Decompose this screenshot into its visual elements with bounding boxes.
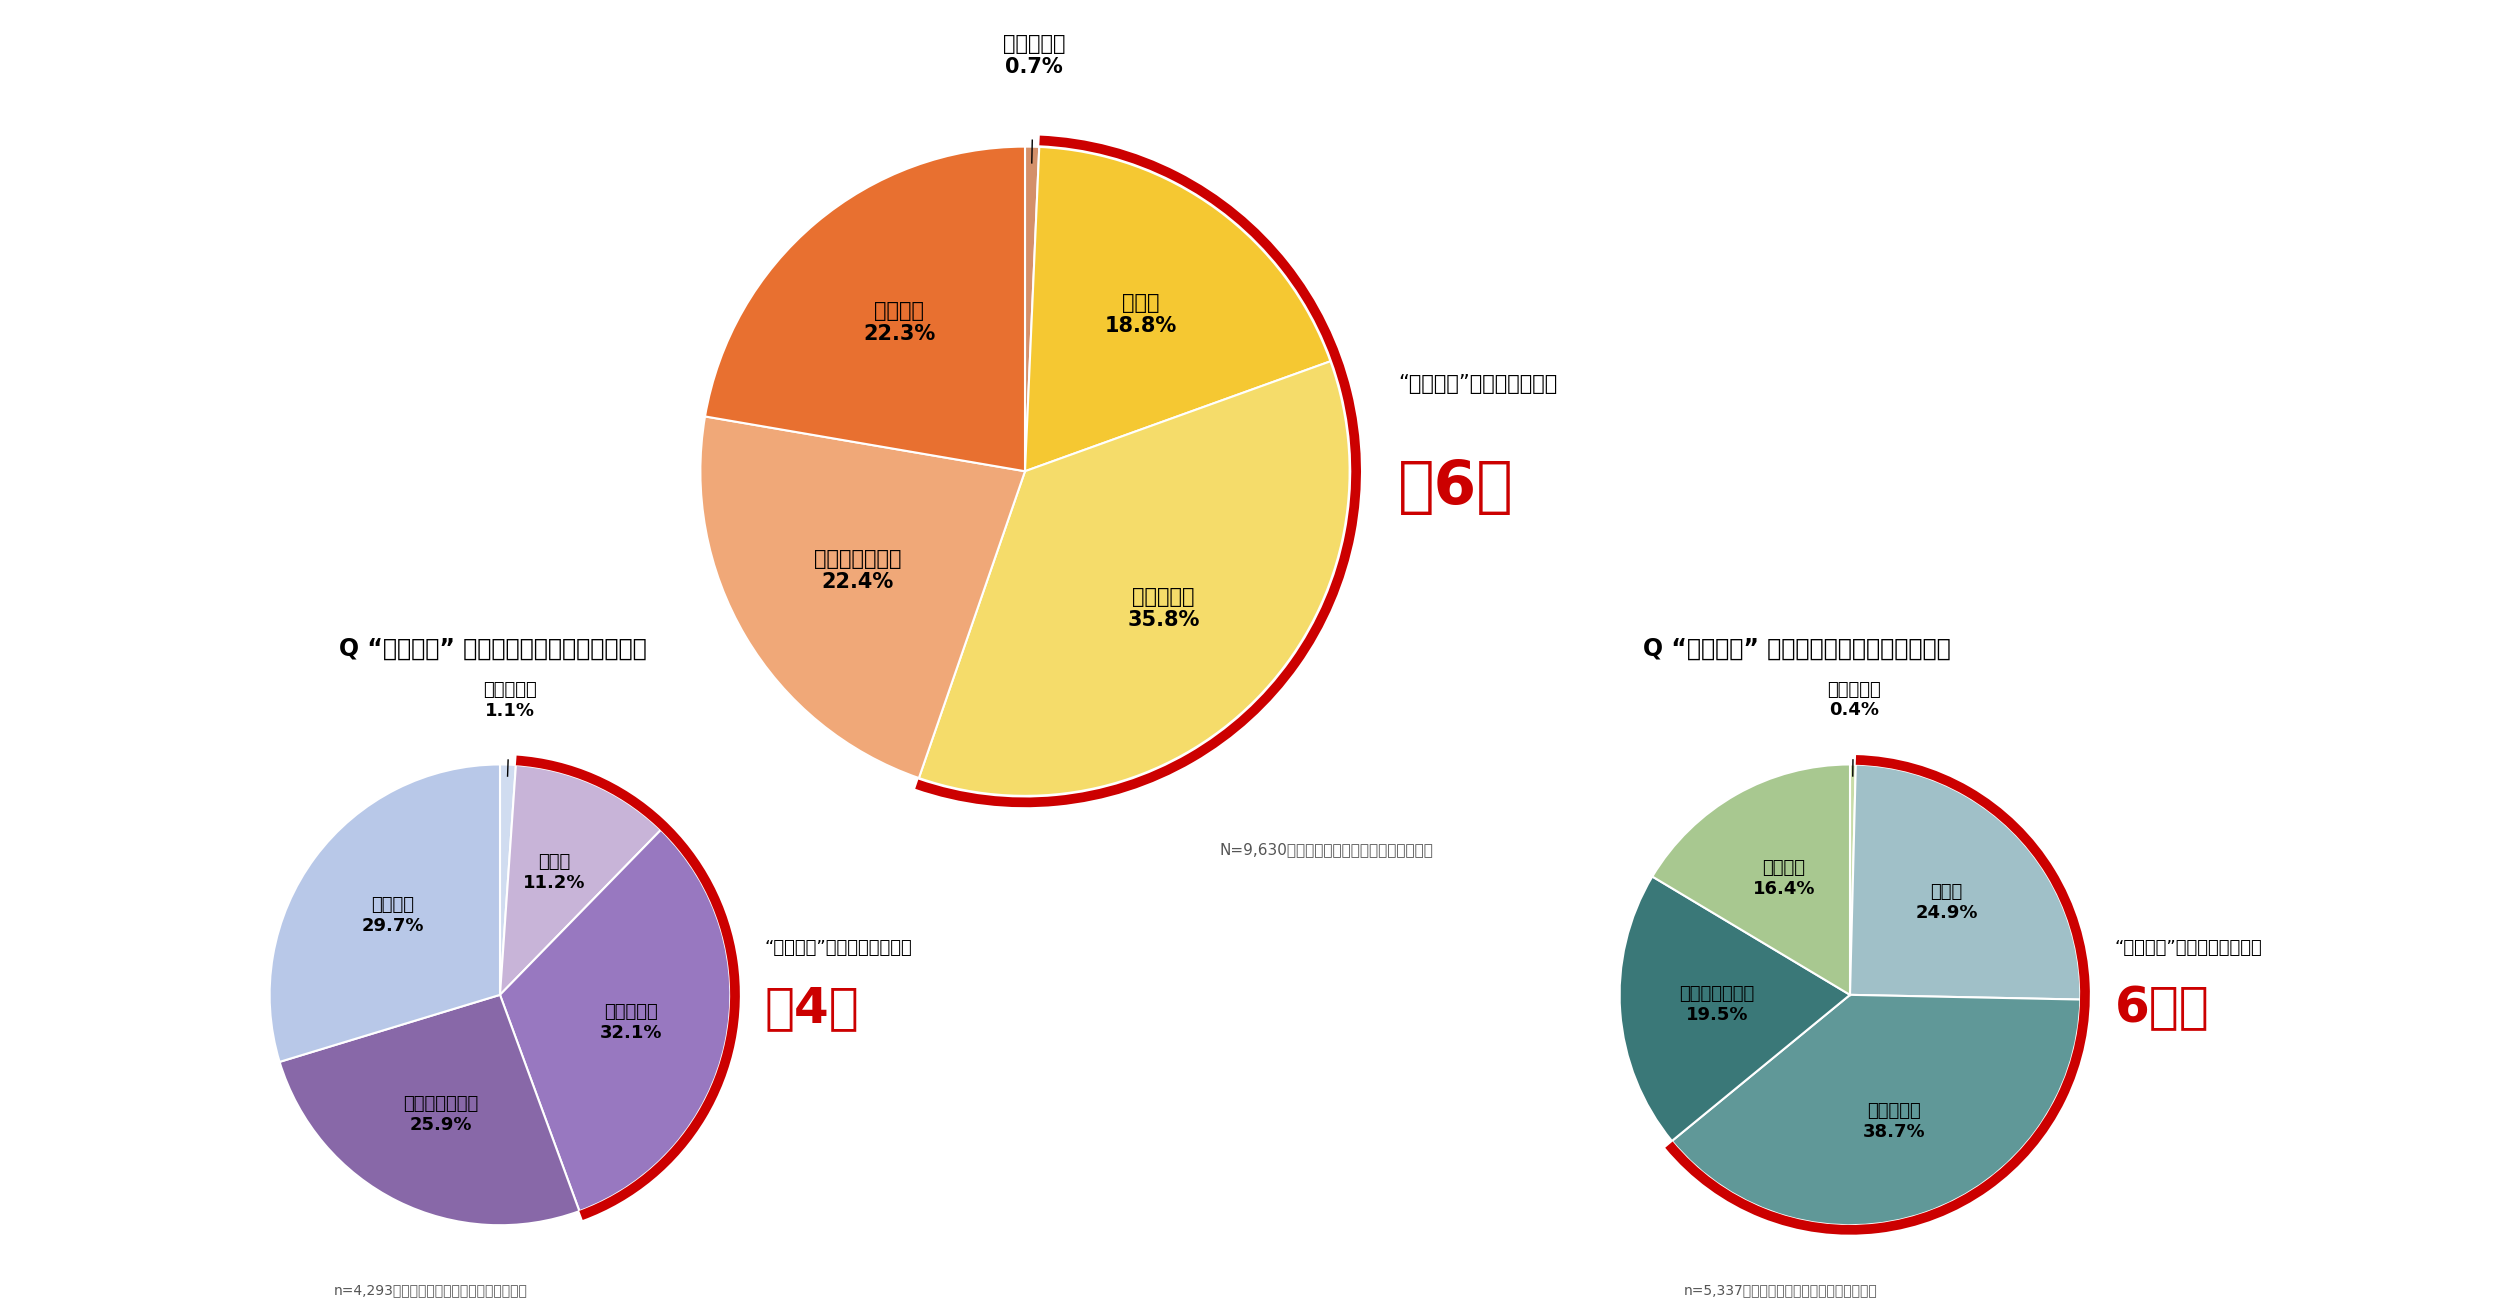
Wedge shape (500, 764, 515, 995)
Text: Q “便秘がち” だと感じますか？　＜女性＞: Q “便秘がち” だと感じますか？ ＜女性＞ (1642, 636, 1950, 661)
Text: あまり感じない
19.5%: あまり感じない 19.5% (1680, 986, 1755, 1024)
Wedge shape (500, 830, 730, 1211)
Text: わからない
0.4%: わからない 0.4% (1828, 681, 1880, 720)
Text: 感じない
29.7%: 感じない 29.7% (362, 895, 425, 935)
Text: “便秘がち”と感じている人: “便秘がち”と感じている人 (1398, 374, 1558, 394)
Text: 時々感じる
38.7%: 時々感じる 38.7% (1862, 1102, 1925, 1140)
Text: “便秘がち”と感じている男性: “便秘がち”と感じている男性 (765, 940, 912, 957)
Text: 感じない
16.4%: 感じない 16.4% (1752, 859, 1815, 898)
Wedge shape (280, 995, 580, 1225)
Text: 感じる
11.2%: 感じる 11.2% (522, 853, 585, 893)
Wedge shape (1652, 764, 1850, 995)
Text: 約4割: 約4割 (765, 984, 860, 1033)
Wedge shape (1850, 764, 1855, 995)
Text: わからない
1.1%: わからない 1.1% (482, 681, 538, 720)
Text: 時々感じる
32.1%: 時々感じる 32.1% (600, 1004, 662, 1042)
Wedge shape (705, 147, 1025, 471)
Text: 感じる
18.8%: 感じる 18.8% (1105, 293, 1178, 336)
Text: わからない
0.7%: わからない 0.7% (1003, 34, 1065, 77)
Wedge shape (1672, 995, 2080, 1225)
Text: Q “便秘がち” だと感じますか？　＜男性＞: Q “便秘がち” だと感じますか？ ＜男性＞ (338, 636, 648, 661)
Text: N=9,630　繳温活ブランド「アルボカ」調べ: N=9,630 繳温活ブランド「アルボカ」調べ (1220, 842, 1432, 857)
Text: “便秘がち”と感じている女性: “便秘がち”と感じている女性 (2115, 940, 2262, 957)
Text: 感じる
24.9%: 感じる 24.9% (1915, 884, 1978, 922)
Text: 約6割: 約6割 (1398, 458, 1515, 517)
Text: 感じない
22.3%: 感じない 22.3% (862, 301, 935, 344)
Wedge shape (500, 764, 660, 995)
Wedge shape (270, 764, 500, 1062)
Text: あまり感じない
22.4%: あまり感じない 22.4% (812, 548, 900, 592)
Wedge shape (700, 416, 1025, 778)
Text: n=5,337　繳温活ブランド「アルボカ」調べ: n=5,337 繳温活ブランド「アルボカ」調べ (1685, 1283, 1878, 1297)
Wedge shape (920, 361, 1350, 796)
Text: n=4,293　繳温活ブランド「アルボカ」調べ: n=4,293 繳温活ブランド「アルボカ」調べ (335, 1283, 528, 1297)
Wedge shape (1025, 147, 1040, 471)
Wedge shape (1850, 764, 2080, 1000)
Text: あまり感じない
25.9%: あまり感じない 25.9% (402, 1096, 478, 1134)
Wedge shape (1025, 147, 1330, 471)
Text: 6割超: 6割超 (2115, 984, 2210, 1033)
Text: 時々感じる
35.8%: 時々感じる 35.8% (1128, 586, 1200, 630)
Wedge shape (1620, 877, 1850, 1141)
